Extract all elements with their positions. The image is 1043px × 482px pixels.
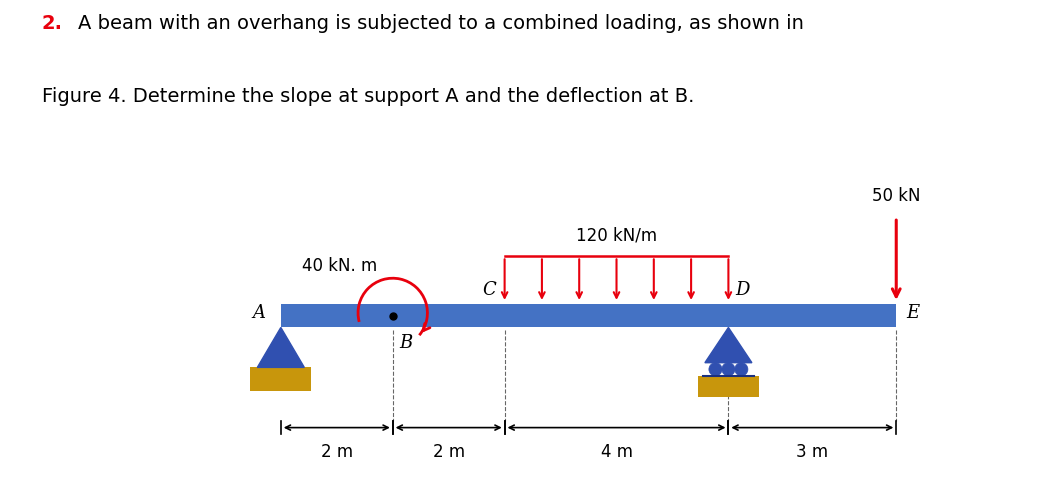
Text: A beam with an overhang is subjected to a combined loading, as shown in: A beam with an overhang is subjected to …: [78, 14, 804, 33]
Text: C: C: [483, 281, 496, 299]
Polygon shape: [258, 327, 305, 367]
Text: 2 m: 2 m: [320, 443, 353, 461]
Circle shape: [709, 362, 722, 376]
Text: 4 m: 4 m: [601, 443, 632, 461]
Text: A: A: [252, 304, 265, 322]
Text: B: B: [399, 334, 413, 352]
Text: 40 kN. m: 40 kN. m: [302, 257, 378, 275]
Text: 2 m: 2 m: [433, 443, 465, 461]
Polygon shape: [705, 327, 752, 362]
Text: D: D: [735, 281, 750, 299]
Text: E: E: [906, 304, 920, 322]
Text: 50 kN: 50 kN: [872, 187, 921, 205]
Bar: [250, 367, 312, 391]
Text: 2.: 2.: [42, 14, 63, 33]
Circle shape: [722, 362, 735, 376]
Circle shape: [734, 362, 748, 376]
Bar: [281, 304, 896, 327]
Text: 120 kN/m: 120 kN/m: [576, 226, 657, 244]
Text: Figure 4. Determine the slope at support A and the deflection at B.: Figure 4. Determine the slope at support…: [42, 87, 694, 106]
Bar: [698, 376, 759, 397]
Text: 3 m: 3 m: [796, 443, 828, 461]
